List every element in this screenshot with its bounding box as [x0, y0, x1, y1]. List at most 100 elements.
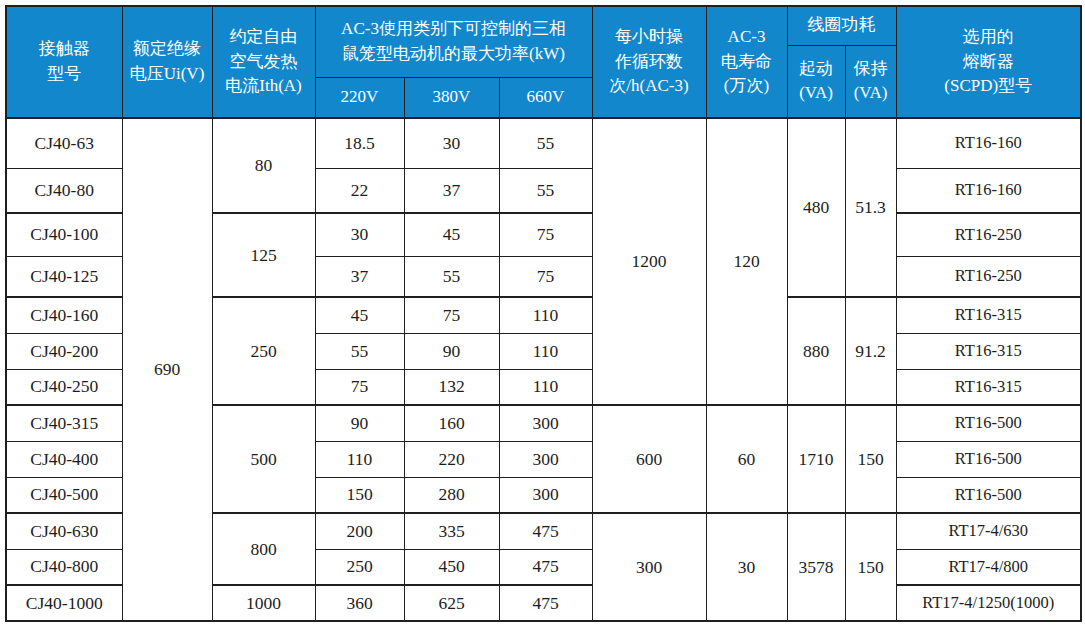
header-coil-power-group: 线圈功耗	[787, 6, 896, 45]
cell-p380: 55	[404, 256, 499, 297]
header-rated-insulation-voltage: 额定绝缘 电压Ui(V)	[122, 6, 212, 118]
cell-model: CJ40-400	[6, 441, 122, 477]
cell-p660: 55	[499, 118, 592, 168]
cell-model: CJ40-125	[6, 256, 122, 297]
cell-ith: 500	[212, 405, 315, 513]
cell-p380: 160	[404, 405, 499, 441]
cell-model: CJ40-250	[6, 369, 122, 405]
cell-model: CJ40-80	[6, 168, 122, 213]
header-220v: 220V	[315, 77, 404, 118]
cell-p220: 150	[315, 477, 404, 513]
cell-model: CJ40-160	[6, 297, 122, 333]
cell-coil-hold: 150	[845, 405, 896, 513]
cell-coil-start: 1710	[787, 405, 845, 513]
cell-coil-hold: 150	[845, 513, 896, 621]
cell-cycles: 600	[592, 405, 706, 513]
cell-p220: 250	[315, 549, 404, 585]
header-max-power-group: AC-3使用类别下可控制的三相 鼠笼型电动机的最大功率(kW)	[315, 6, 592, 77]
header-coil-start-va: 起动 (VA)	[787, 45, 845, 118]
cell-fuse: RT16-315	[896, 369, 1081, 405]
cell-p660: 110	[499, 297, 592, 333]
cell-p220: 30	[315, 213, 404, 256]
cell-model: CJ40-63	[6, 118, 122, 168]
cell-fuse: RT17-4/630	[896, 513, 1081, 549]
cell-p220: 200	[315, 513, 404, 549]
cell-p380: 220	[404, 441, 499, 477]
cell-p220: 37	[315, 256, 404, 297]
cell-fuse: RT17-4/800	[896, 549, 1081, 585]
header-coil-hold-va: 保持 (VA)	[845, 45, 896, 118]
cell-p220: 75	[315, 369, 404, 405]
header-380v: 380V	[404, 77, 499, 118]
cell-p220: 55	[315, 333, 404, 369]
cell-life: 60	[706, 405, 787, 513]
cell-ui-voltage: 690	[122, 118, 212, 621]
cell-fuse: RT17-4/1250(1000)	[896, 585, 1081, 621]
header-operating-cycles: 每小时操 作循环数 次/h(AC-3)	[592, 6, 706, 118]
header-thermal-current: 约定自由 空气发热 电流Ith(A)	[212, 6, 315, 118]
cell-p660: 475	[499, 585, 592, 621]
cell-fuse: RT16-250	[896, 256, 1081, 297]
header-fuse-model: 选用的 熔断器 (SCPD)型号	[896, 6, 1081, 118]
cell-p660: 475	[499, 549, 592, 585]
table-row: CJ40-63 690 80 18.5 30 55 1200 120 480 5…	[6, 118, 1081, 168]
cell-model: CJ40-200	[6, 333, 122, 369]
cell-fuse: RT16-160	[896, 168, 1081, 213]
cell-p220: 45	[315, 297, 404, 333]
cell-p660: 110	[499, 333, 592, 369]
cell-ith: 80	[212, 118, 315, 213]
cell-p380: 90	[404, 333, 499, 369]
cell-fuse: RT16-500	[896, 441, 1081, 477]
cell-fuse: RT16-250	[896, 213, 1081, 256]
cell-cycles: 300	[592, 513, 706, 621]
cell-fuse: RT16-500	[896, 477, 1081, 513]
cell-p660: 75	[499, 213, 592, 256]
cell-p660: 75	[499, 256, 592, 297]
contactor-spec-table: 接触器 型号 额定绝缘 电压Ui(V) 约定自由 空气发热 电流Ith(A) A…	[5, 5, 1082, 622]
cell-fuse: RT16-500	[896, 405, 1081, 441]
cell-p660: 300	[499, 477, 592, 513]
cell-p380: 45	[404, 213, 499, 256]
cell-coil-start: 3578	[787, 513, 845, 621]
cell-ith: 800	[212, 513, 315, 585]
cell-p220: 22	[315, 168, 404, 213]
cell-ith: 250	[212, 297, 315, 405]
cell-coil-hold: 91.2	[845, 297, 896, 405]
cell-ith: 1000	[212, 585, 315, 621]
cell-model: CJ40-500	[6, 477, 122, 513]
cell-p380: 30	[404, 118, 499, 168]
cell-p220: 18.5	[315, 118, 404, 168]
cell-p660: 300	[499, 405, 592, 441]
cell-p220: 110	[315, 441, 404, 477]
header-660v: 660V	[499, 77, 592, 118]
cell-ith: 125	[212, 213, 315, 297]
header-electrical-life: AC-3 电寿命 (万次)	[706, 6, 787, 118]
cell-coil-start: 480	[787, 118, 845, 297]
cell-p380: 75	[404, 297, 499, 333]
cell-p380: 37	[404, 168, 499, 213]
cell-cycles: 1200	[592, 118, 706, 405]
cell-coil-start: 880	[787, 297, 845, 405]
cell-p660: 55	[499, 168, 592, 213]
cell-life: 30	[706, 513, 787, 621]
cell-p380: 280	[404, 477, 499, 513]
header-contactor-model: 接触器 型号	[6, 6, 122, 118]
cell-model: CJ40-800	[6, 549, 122, 585]
cell-coil-hold: 51.3	[845, 118, 896, 297]
cell-model: CJ40-1000	[6, 585, 122, 621]
cell-p380: 335	[404, 513, 499, 549]
cell-p220: 360	[315, 585, 404, 621]
cell-fuse: RT16-315	[896, 333, 1081, 369]
cell-p660: 300	[499, 441, 592, 477]
cell-p380: 625	[404, 585, 499, 621]
cell-p380: 450	[404, 549, 499, 585]
cell-p660: 475	[499, 513, 592, 549]
cell-fuse: RT16-315	[896, 297, 1081, 333]
cell-p660: 110	[499, 369, 592, 405]
cell-p220: 90	[315, 405, 404, 441]
cell-model: CJ40-630	[6, 513, 122, 549]
cell-life: 120	[706, 118, 787, 405]
cell-fuse: RT16-160	[896, 118, 1081, 168]
cell-model: CJ40-315	[6, 405, 122, 441]
cell-model: CJ40-100	[6, 213, 122, 256]
